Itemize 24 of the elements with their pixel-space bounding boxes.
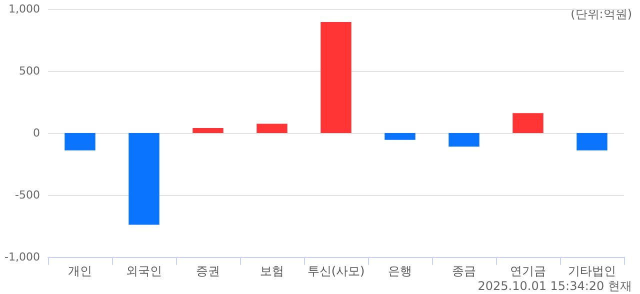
bar xyxy=(576,133,608,150)
bar xyxy=(384,133,416,140)
y-tick-label: 500 xyxy=(19,64,40,78)
bar xyxy=(64,133,96,150)
text: 2025.10.01 15:34:20 현재 xyxy=(478,279,632,293)
y-tick-label: 1,000 xyxy=(8,2,40,16)
y-tick-label: 0 xyxy=(33,126,40,140)
x-tick-label: 투신(사모) xyxy=(307,264,365,278)
x-tick-label: 연기금 xyxy=(510,264,546,278)
x-tick-label: 보험 xyxy=(260,264,284,278)
x-tick-label: 기타법인 xyxy=(568,264,616,278)
bar xyxy=(128,133,160,225)
bar xyxy=(192,128,224,133)
x-tick-label: 개인 xyxy=(68,264,92,278)
bar xyxy=(256,124,288,133)
x-tick-label: 증권 xyxy=(196,264,220,278)
bar xyxy=(512,113,544,133)
x-tick-label: 은행 xyxy=(388,264,412,278)
y-tick-label: -500 xyxy=(15,188,40,202)
x-tick-label: 외국인 xyxy=(126,264,162,278)
bar xyxy=(448,133,480,147)
y-tick-label: -1,000 xyxy=(4,250,40,264)
x-tick-label: 종금 xyxy=(452,264,476,278)
bar xyxy=(320,22,352,133)
